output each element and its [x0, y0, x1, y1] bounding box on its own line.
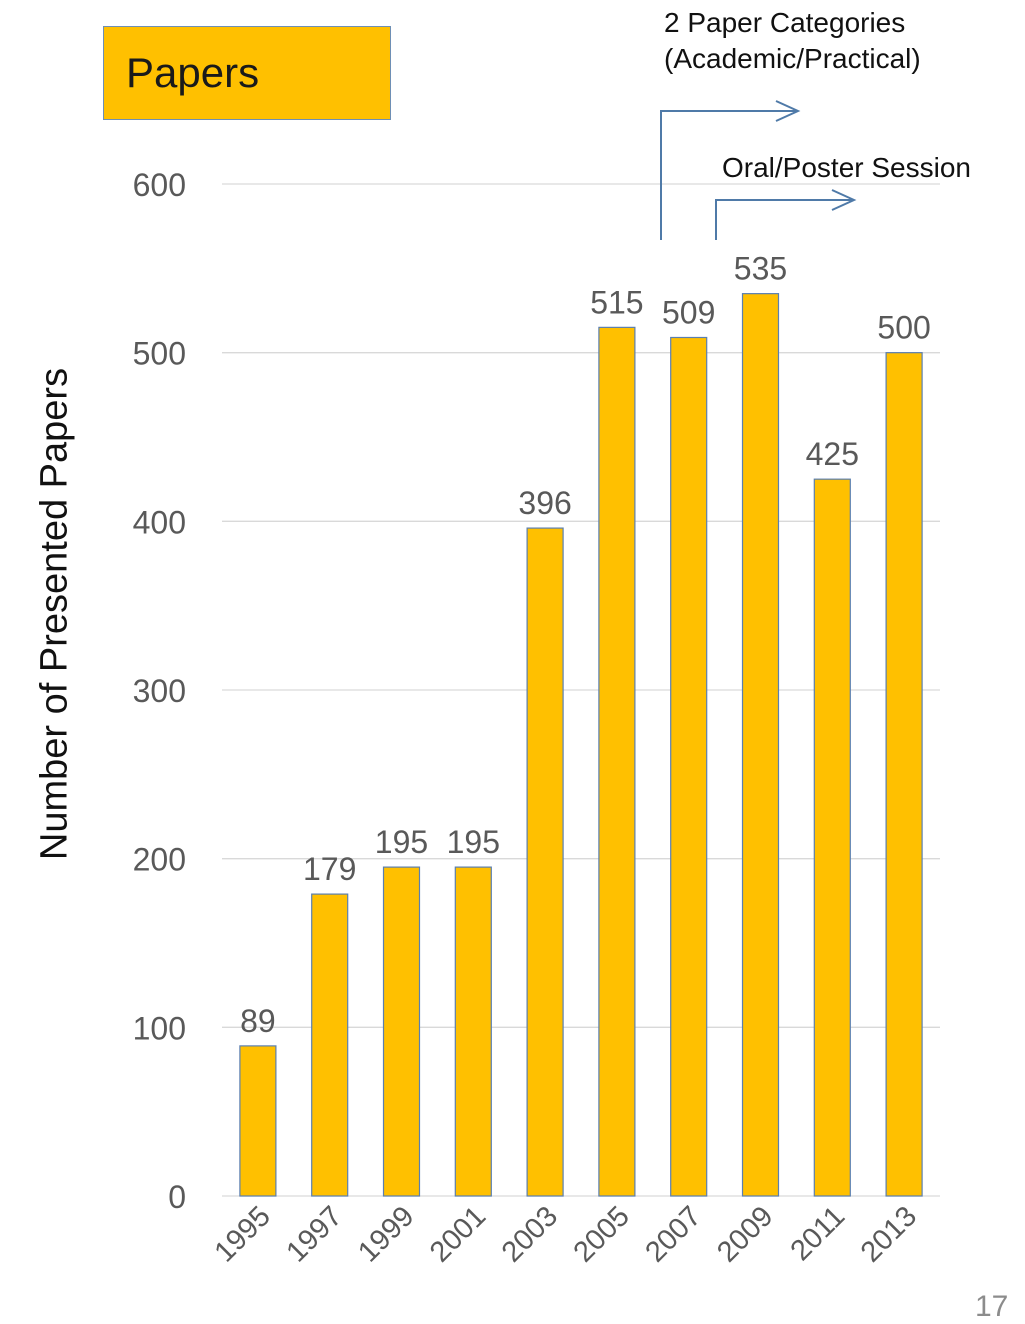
y-tick-label: 100 — [133, 1010, 186, 1046]
page-number: 17 — [975, 1290, 1009, 1323]
data-label: 396 — [518, 485, 571, 521]
categories-arrow — [660, 110, 798, 240]
annotation-categories-line2: (Academic/Practical) — [664, 43, 921, 74]
x-tick-label: 1999 — [352, 1200, 420, 1268]
annotation-paper-categories: 2 Paper Categories (Academic/Practical) — [664, 5, 921, 77]
x-tick-label: 2005 — [568, 1200, 636, 1268]
x-tick-label: 1995 — [209, 1200, 277, 1268]
data-label: 515 — [590, 284, 643, 320]
x-tick-label: 2013 — [855, 1200, 923, 1268]
data-label: 500 — [877, 310, 930, 346]
annotation-sessions: Oral/Poster Session — [722, 152, 971, 183]
bar — [670, 336, 708, 1197]
data-label: 535 — [734, 251, 787, 287]
x-tick-label: 2007 — [639, 1200, 707, 1268]
x-tick-label: 2011 — [785, 1200, 852, 1267]
bar — [311, 893, 349, 1197]
sessions-arrow — [715, 199, 854, 240]
data-label: 195 — [447, 824, 500, 860]
bar — [741, 293, 780, 1197]
y-tick-label: 200 — [133, 842, 186, 878]
annotation-categories-line1: 2 Paper Categories — [664, 7, 906, 38]
y-tick-label: 600 — [133, 167, 186, 203]
chart-title-box: Papers — [103, 26, 391, 120]
data-label: 509 — [662, 294, 715, 330]
y-tick-label: 500 — [133, 336, 186, 372]
bar — [598, 326, 636, 1197]
y-tick-label: 300 — [133, 673, 186, 709]
y-tick-label: 0 — [168, 1179, 186, 1215]
bar — [382, 866, 421, 1197]
bar — [813, 478, 851, 1197]
bar — [454, 866, 492, 1197]
bar — [885, 352, 923, 1197]
categories-arrow-head — [775, 100, 801, 122]
x-tick-label: 2001 — [424, 1200, 492, 1268]
x-tick-label: 2003 — [496, 1200, 564, 1268]
chart-title: Papers — [126, 49, 260, 96]
y-tick-label: 400 — [133, 504, 186, 540]
data-label: 195 — [375, 824, 428, 860]
data-label: 89 — [240, 1003, 276, 1039]
data-label: 179 — [303, 851, 356, 887]
bar — [239, 1045, 277, 1197]
bar — [526, 527, 564, 1197]
x-tick-label: 2009 — [711, 1200, 779, 1268]
sessions-arrow-head — [831, 189, 857, 211]
x-tick-label: 1997 — [280, 1200, 348, 1268]
data-label: 425 — [806, 436, 859, 472]
